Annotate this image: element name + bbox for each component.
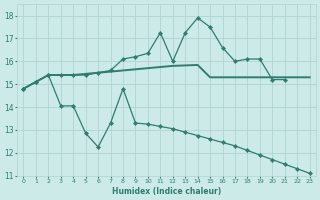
X-axis label: Humidex (Indice chaleur): Humidex (Indice chaleur) bbox=[112, 187, 221, 196]
